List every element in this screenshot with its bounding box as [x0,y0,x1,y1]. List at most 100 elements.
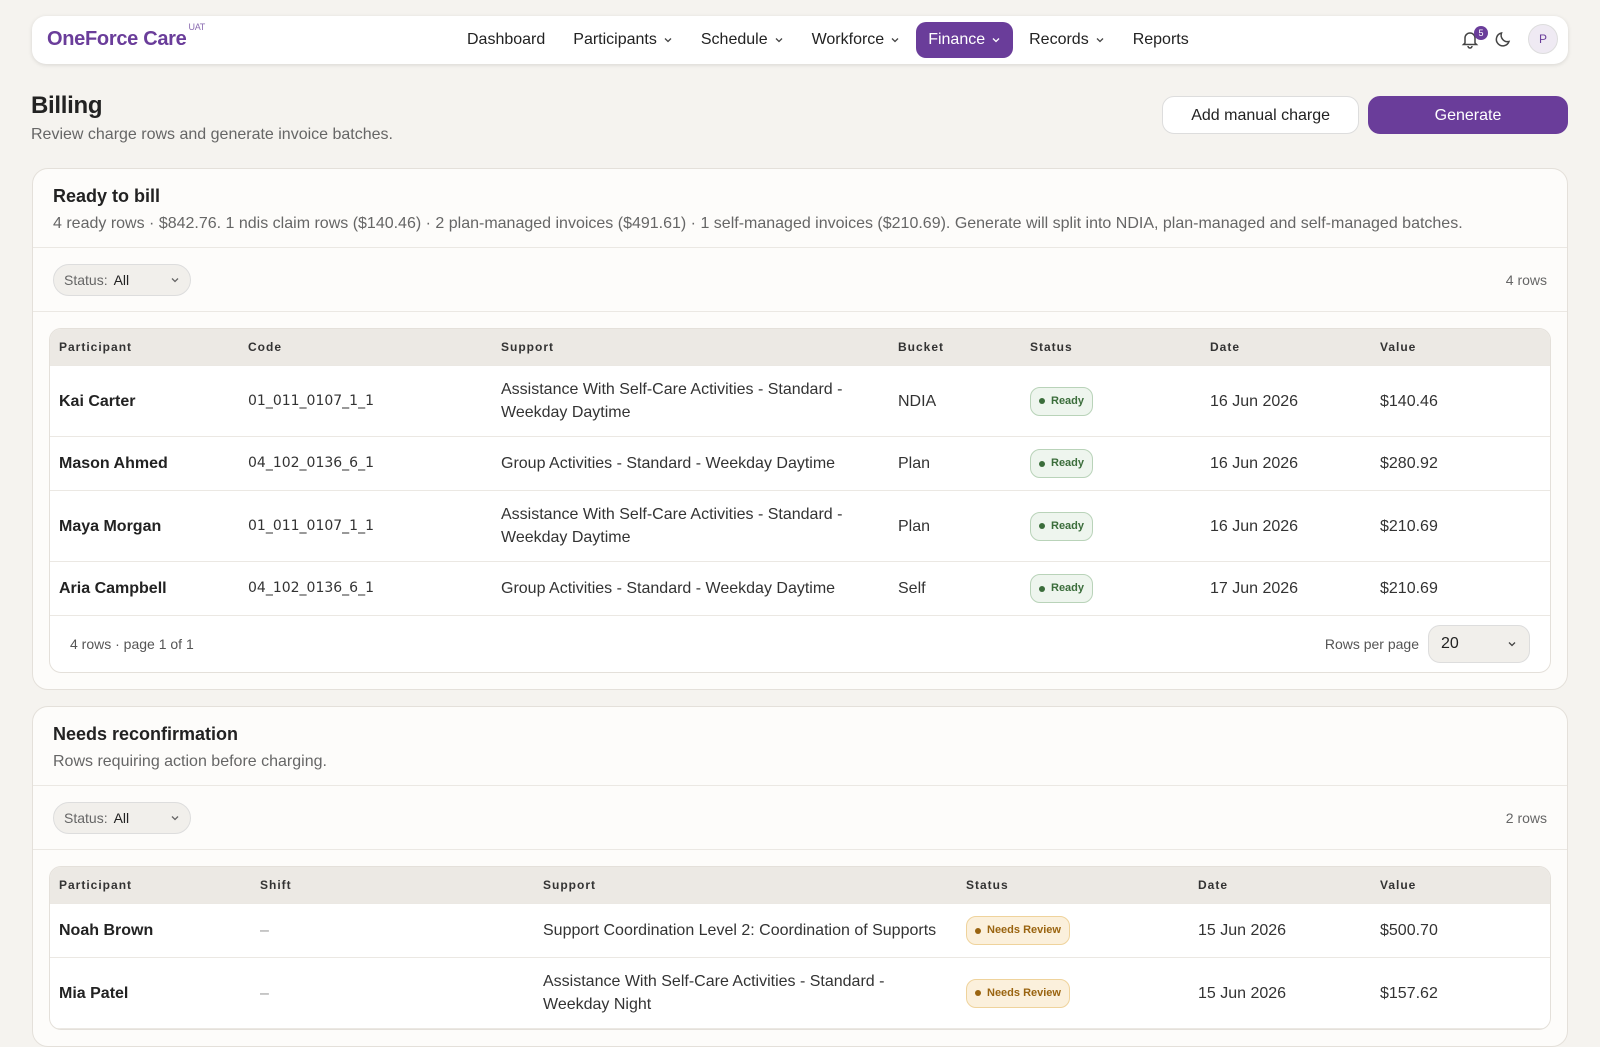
cell: 15 Jun 2026 [1198,922,1287,939]
generate-button[interactable]: Generate [1368,96,1568,134]
nav-item[interactable]: Dashboard [455,22,557,58]
cell: Noah Brown [59,922,154,939]
section-summary: Rows requiring action before charging. [53,753,327,770]
cell: 15 Jun 2026 [1198,984,1287,1002]
nav-item[interactable]: Finance [916,22,1014,58]
nav-item[interactable]: Reports [1121,22,1201,58]
section-header: Needs reconfirmation Rows requiring actio… [33,707,1567,786]
page-info: 4 rows · page 1 of 1 [70,636,194,652]
data-table: Participant Code Support Bucket Status Date Va… [49,328,1551,673]
chevron [775,38,783,43]
status-dot [975,990,981,996]
rows-per-page-value: 20 [1441,635,1459,652]
page-title: Billing [31,92,103,119]
cell: $157.62 [1380,984,1438,1002]
status-filter[interactable]: Status: All [53,263,191,296]
column-header: Bucket [898,339,945,354]
table-footer: 4 rows · page 1 of 1 Rows per page 20 [50,616,1550,672]
table-row[interactable]: Noah Brown – Support Coordination Level 2:… [50,904,1550,958]
section-header: Ready to bill 4 ready rows · $842.76. 1 n… [33,169,1567,248]
cell: Mia Patel [59,984,129,1002]
table-row[interactable]: Kai Carter 01_011_0107_1_1 Assistance With… [50,366,1550,437]
status-dot [1039,523,1045,529]
nav-item[interactable]: Records [1017,22,1117,58]
status-pill: Ready [1030,386,1094,416]
cell: 16 Jun 2026 [1210,517,1299,535]
nav-item[interactable]: Schedule [689,22,796,58]
cell: 04_102_0136_6_1 [248,455,374,471]
chevron [664,38,672,43]
cell: – [260,922,269,939]
cell: $280.92 [1380,455,1438,472]
nav-menu: Dashboard Participants Schedule Workforce Fi… [455,22,1201,58]
cell: $210.69 [1380,580,1438,597]
column-header: Shift [260,877,292,892]
page: OneForce CareUAT Dashboard Participants Sc… [31,16,1568,1047]
column-header: Support [501,339,554,354]
filter-label: Status: [64,809,108,826]
cell: NDIA [898,392,937,410]
status-dot [1039,585,1045,592]
table-row[interactable]: Mia Patel – Assistance With Self-Care Acti… [50,958,1550,1029]
cell: 17 Jun 2026 [1210,580,1299,597]
nav-label: Schedule [700,31,768,48]
column-header: Participant [59,339,133,354]
notification-count: 5 [1474,26,1488,40]
nav-label: Dashboard [467,31,546,48]
notifications[interactable]: 5 [1460,26,1488,49]
status-cell: Ready [1021,511,1201,541]
status-pill: Ready [1030,449,1094,478]
row-count: 2 rows [1505,809,1547,826]
status-text: Ready [1051,457,1085,469]
cell: Support Coordination Level 2: Coordinati… [543,922,937,939]
bell-icon [1461,32,1479,49]
cell: Assistance With Self-Care Activities - S… [543,973,885,1013]
avatar[interactable]: P [1528,24,1558,54]
cell: Mason Ahmed [59,455,168,472]
column-header: Date [1210,339,1241,354]
section-summary: 4 ready rows · $842.76. 1 ndis claim row… [53,215,1463,232]
nav-item[interactable]: Participants [561,22,685,58]
cell: Assistance With Self-Care Activities - S… [501,381,843,421]
table-row[interactable]: Mason Ahmed 04_102_0136_6_1 Group Activiti… [50,437,1550,491]
table-row[interactable]: Aria Campbell 04_102_0136_6_1 Group Activi… [50,562,1550,616]
nav-label: Reports [1132,31,1189,48]
column-header: Value [1380,339,1417,354]
cell: 04_102_0136_6_1 [248,580,374,596]
nav-label: Finance [928,31,986,48]
filter-label: Status: [64,271,108,288]
cell: 01_011_0107_1_1 [248,392,374,409]
top-nav: OneForce CareUAT Dashboard Participants Sc… [32,16,1568,64]
cell: 01_011_0107_1_1 [248,517,374,534]
status-cell: Needs Review [957,916,1189,945]
rows-per-page: Rows per page 20 [1325,625,1530,663]
status-filter[interactable]: Status: All [53,801,191,834]
status-pill: Ready [1030,511,1094,541]
rows-per-page-select[interactable]: 20 [1428,625,1530,663]
cell: $500.70 [1380,922,1438,939]
nav-label: Records [1029,31,1089,48]
row-count: 4 rows [1505,271,1547,288]
status-text: Ready [1051,394,1085,407]
status-text: Needs Review [987,924,1061,936]
brand[interactable]: OneForce CareUAT [47,22,205,51]
cell: Plan [898,517,931,535]
nav-item[interactable]: Workforce [800,22,913,58]
column-header: Support [543,877,596,892]
column-header: Status [966,877,1009,892]
add-charge-button[interactable]: Add manual charge [1162,96,1359,134]
cell: Kai Carter [59,392,136,410]
page-subtitle: Review charge rows and generate invoice … [31,126,393,143]
cell: $210.69 [1380,517,1438,535]
section-title: Needs reconfirmation [53,724,239,744]
chevron [1508,642,1516,647]
column-header: Participant [59,877,133,892]
filter-value: All [113,271,130,288]
chevron [1096,38,1104,43]
table-row[interactable]: Maya Morgan 01_011_0107_1_1 Assistance Wit… [50,491,1550,562]
cell: $140.46 [1380,392,1438,410]
section-title: Ready to bill [53,186,161,206]
theme-toggle[interactable] [1494,29,1514,49]
data-table: Participant Shift Support Status Date Value No… [49,866,1551,1030]
nav-icons: 5 P [1460,24,1558,54]
